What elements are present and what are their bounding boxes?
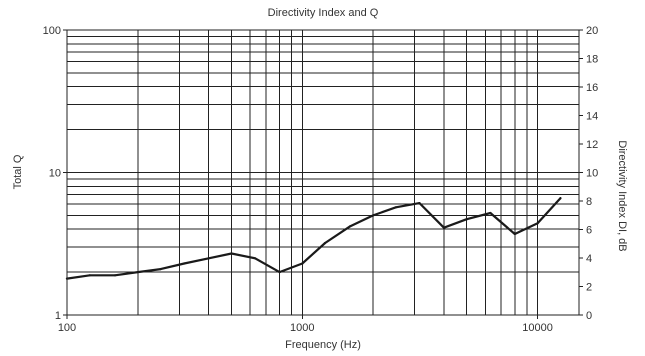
y2-tick-label: 4: [586, 253, 592, 265]
data-point: [442, 226, 445, 229]
data-point: [159, 268, 162, 271]
data-point: [349, 225, 352, 228]
data-point: [301, 262, 304, 265]
data-point: [372, 214, 375, 217]
y2-tick-label: 20: [586, 25, 598, 37]
q-curve-line: [65, 197, 562, 280]
y2-tick-label: 16: [586, 82, 598, 94]
y-tick-label: 1: [55, 310, 61, 322]
y-tick-label: 100: [43, 25, 61, 37]
x-tick-label: 1000: [290, 322, 314, 334]
data-point: [324, 241, 327, 245]
data-point: [418, 202, 421, 205]
data-point: [254, 257, 257, 260]
series: [65, 197, 562, 280]
x-tick-label: 100: [58, 322, 76, 334]
y2-tick-label: 10: [586, 168, 598, 180]
data-point: [489, 211, 492, 215]
y2-tick-label: 8: [586, 196, 592, 208]
data-point: [136, 271, 139, 274]
y2-axis-label: Directivity Index DI, dB: [616, 140, 628, 251]
y2-tick-label: 2: [586, 282, 592, 294]
data-point: [536, 222, 539, 225]
y-tick-label: 10: [49, 168, 61, 180]
data-point: [88, 274, 91, 277]
y2-tick-label: 14: [586, 111, 598, 123]
x-tick-label: 10000: [522, 322, 553, 334]
data-point: [113, 274, 117, 277]
chart-title: Directivity Index and Q: [268, 7, 379, 19]
data-point: [230, 252, 233, 255]
data-point: [513, 232, 516, 236]
data-point: [394, 206, 397, 209]
y2-tick-label: 0: [586, 310, 592, 322]
data-point: [207, 257, 210, 260]
y2-tick-label: 6: [586, 225, 592, 237]
data-point: [278, 271, 281, 274]
data-point: [183, 262, 186, 265]
y-axis-label: Total Q: [12, 154, 24, 189]
plot-frame: [66, 29, 580, 316]
data-point: [559, 197, 562, 200]
y2-tick-label: 12: [586, 139, 598, 151]
y2-tick-label: 18: [586, 54, 598, 66]
x-axis-label: Frequency (Hz): [285, 339, 361, 351]
data-point: [465, 218, 468, 221]
